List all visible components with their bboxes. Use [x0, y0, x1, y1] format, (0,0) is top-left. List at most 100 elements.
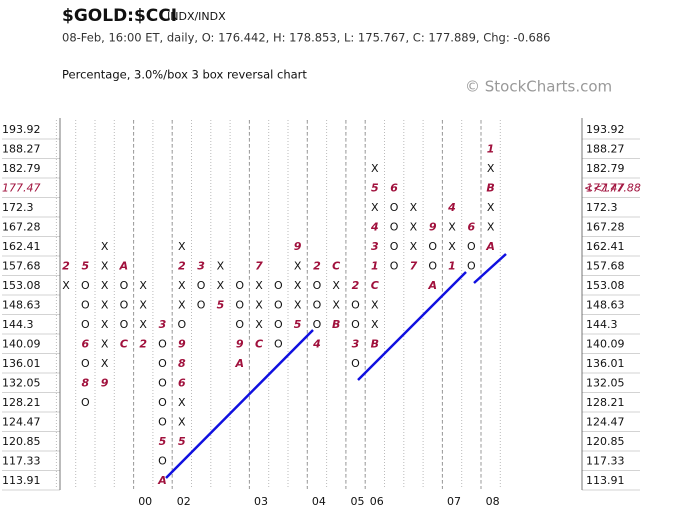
box: O — [197, 299, 206, 312]
box: X — [255, 318, 263, 331]
y-tick-label: 132.05 — [2, 377, 41, 390]
box: X — [371, 318, 379, 331]
y-tick-label: 140.09 — [2, 338, 41, 351]
box: X — [448, 221, 456, 234]
exchange: INDX/INDX — [167, 10, 226, 23]
month-marker: C — [255, 338, 263, 351]
y-tick-label-right: 148.63 — [586, 299, 625, 312]
year-label: 08 — [486, 495, 500, 508]
month-marker: 9 — [178, 338, 186, 351]
box: O — [235, 318, 244, 331]
box: X — [101, 318, 109, 331]
month-marker: 6 — [467, 221, 475, 234]
year-label: 06 — [370, 495, 384, 508]
box: X — [139, 279, 147, 292]
y-tick-label-right: 153.08 — [586, 279, 625, 292]
y-tick-label: 128.21 — [2, 396, 41, 409]
y-tick-label: 113.91 — [2, 474, 41, 487]
box: X — [410, 201, 418, 214]
box: X — [332, 279, 340, 292]
box: O — [390, 221, 399, 234]
month-marker: 7 — [410, 260, 418, 273]
y-tick-label: 157.68 — [2, 260, 41, 273]
month-marker: A — [119, 260, 129, 273]
year-label: 07 — [447, 495, 461, 508]
box: X — [62, 279, 70, 292]
box: O — [313, 279, 322, 292]
box: X — [410, 221, 418, 234]
month-marker: A — [427, 279, 437, 292]
box: O — [467, 260, 476, 273]
month-marker: 5 — [81, 260, 89, 273]
trend-line — [165, 329, 314, 479]
y-tick-label-right: 167.28 — [586, 221, 625, 234]
box: O — [120, 318, 129, 331]
y-tick-label-right: 124.47 — [586, 416, 625, 429]
month-marker: 5 — [217, 299, 225, 312]
month-marker: 8 — [81, 377, 89, 390]
year-label: 02 — [177, 495, 191, 508]
box: X — [294, 260, 302, 273]
month-marker: B — [371, 338, 379, 351]
y-tick-label: 120.85 — [2, 435, 41, 448]
y-tick-label-right: 188.27 — [586, 143, 625, 156]
y-tick-label: 117.33 — [2, 455, 41, 468]
subtitle: 08-Feb, 16:00 ET, daily, O: 176.442, H: … — [62, 31, 550, 45]
month-marker: 4 — [312, 338, 321, 351]
box: X — [217, 260, 225, 273]
month-marker: 5 — [159, 435, 167, 448]
box: O — [120, 279, 129, 292]
box: O — [274, 279, 283, 292]
description: Percentage, 3.0%/box 3 box reversal char… — [62, 68, 307, 82]
month-marker: A — [234, 357, 244, 370]
y-tick-label: 177.47 — [2, 182, 41, 195]
y-tick-label-right: 162.41 — [586, 240, 625, 253]
box: O — [313, 318, 322, 331]
trend-line — [473, 253, 507, 284]
month-marker: 2 — [313, 260, 321, 273]
box: O — [197, 279, 206, 292]
box: X — [371, 299, 379, 312]
chart-title: $GOLD:$CCI — [62, 6, 177, 26]
box: O — [351, 318, 360, 331]
y-tick-label: 167.28 — [2, 221, 41, 234]
month-marker: B — [486, 182, 494, 195]
y-tick-label-right: 182.79 — [586, 162, 625, 175]
month-marker: B — [332, 318, 340, 331]
box: X — [139, 299, 147, 312]
y-tick-label-right: 157.68 — [586, 260, 625, 273]
box: O — [274, 299, 283, 312]
box: X — [178, 299, 186, 312]
box: X — [332, 299, 340, 312]
box: X — [101, 240, 109, 253]
box: X — [178, 416, 186, 429]
y-tick-label: 172.3 — [2, 201, 34, 214]
y-tick-label: 193.92 — [2, 123, 41, 136]
box: X — [294, 279, 302, 292]
y-tick-label-right: 128.21 — [586, 396, 625, 409]
last-value-label: <<177.88 — [584, 182, 641, 195]
box: O — [390, 240, 399, 253]
month-marker: 5 — [178, 435, 186, 448]
watermark: © StockCharts.com — [465, 78, 612, 96]
box: X — [217, 279, 225, 292]
month-marker: 3 — [352, 338, 360, 351]
month-marker: 2 — [352, 279, 360, 292]
month-marker: 6 — [81, 338, 89, 351]
month-marker: 9 — [236, 338, 244, 351]
month-marker: 9 — [101, 377, 109, 390]
box: O — [158, 338, 167, 351]
trend-lines — [165, 253, 507, 479]
box: O — [235, 279, 244, 292]
month-marker: 3 — [159, 318, 167, 331]
box: X — [294, 299, 302, 312]
y-tick-label-right: 177.47 — [586, 182, 625, 195]
month-marker: 6 — [178, 377, 186, 390]
month-marker: 1 — [371, 260, 379, 273]
box: X — [448, 240, 456, 253]
y-tick-label: 148.63 — [2, 299, 41, 312]
box: O — [120, 299, 129, 312]
box: X — [101, 279, 109, 292]
year-label: 04 — [312, 495, 326, 508]
month-marker: 9 — [429, 221, 437, 234]
